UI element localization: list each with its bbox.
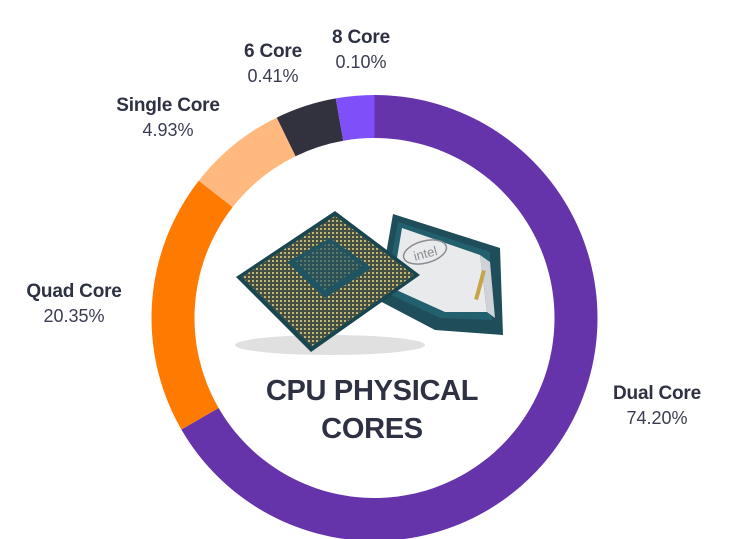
label-8-core: 8 Core 0.10% (332, 28, 390, 71)
label-quad-core-pct: 20.35% (43, 306, 105, 326)
label-single-core-name: Single Core (116, 95, 220, 116)
chart-title: CPU PHYSICAL CORES (265, 372, 479, 448)
label-8-core-pct: 0.10% (335, 52, 387, 72)
intel-logo-text: intel (412, 243, 439, 264)
label-quad-core-name: Quad Core (26, 281, 122, 302)
label-dual-core-name: Dual Core (613, 383, 701, 404)
cpu-chip-bottom (236, 211, 420, 352)
label-quad-core: Quad Core 20.35% (26, 281, 122, 326)
label-6-core-pct: 0.41% (247, 66, 299, 86)
label-6-core: 6 Core 0.41% (244, 42, 302, 85)
label-single-core: Single Core 4.93% (116, 95, 220, 140)
label-dual-core: Dual Core 74.20% (613, 384, 701, 427)
donut-segment-8-core (335, 95, 375, 141)
cpu-image: intel (235, 211, 503, 355)
donut-ring (151, 95, 598, 539)
donut-segment-quad-core (151, 180, 233, 430)
chart-title-line-2: CORES (321, 413, 423, 445)
label-8-core-name: 8 Core (332, 27, 390, 48)
label-6-core-name: 6 Core (244, 41, 302, 62)
label-single-core-pct: 4.93% (142, 120, 194, 140)
donut-segment-6-core (276, 98, 344, 157)
label-dual-core-pct: 74.20% (626, 408, 688, 428)
donut-segment-single-core (198, 117, 296, 208)
cpu-chip-top: intel (378, 214, 503, 335)
chart-title-line-1: CPU PHYSICAL (265, 375, 479, 407)
